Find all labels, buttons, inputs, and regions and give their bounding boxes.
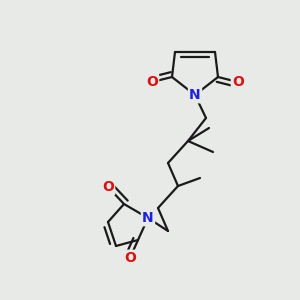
Text: O: O (102, 180, 114, 194)
Text: N: N (142, 211, 154, 225)
Text: O: O (124, 251, 136, 265)
Text: O: O (232, 75, 244, 89)
Text: O: O (146, 75, 158, 89)
Text: N: N (189, 88, 201, 102)
